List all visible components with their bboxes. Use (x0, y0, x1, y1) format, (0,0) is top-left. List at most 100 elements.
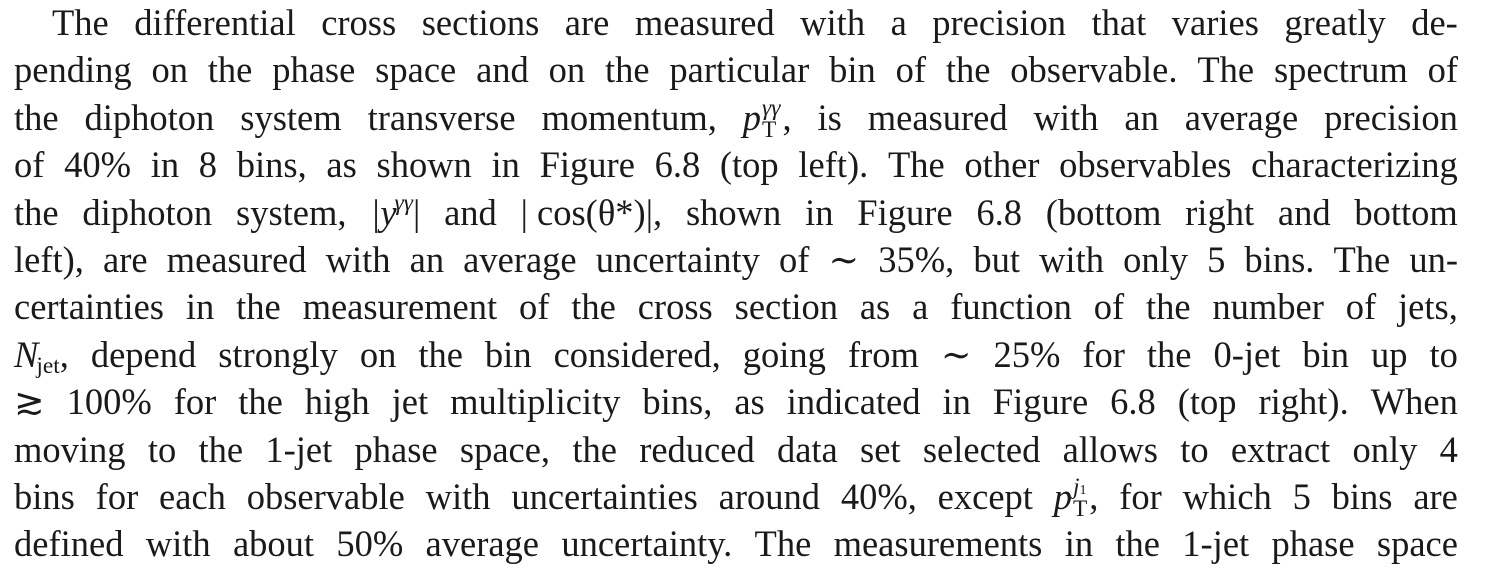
word: for (173, 381, 217, 423)
word: 5 (1292, 475, 1311, 517)
word: considered, (553, 333, 721, 375)
word: bins. (1244, 238, 1315, 280)
math-after: , (782, 96, 792, 138)
word: a (890, 2, 907, 43)
math-after: , (1089, 475, 1099, 517)
word: the (1115, 523, 1160, 565)
word: 6.8 (654, 144, 701, 186)
word: of (1345, 286, 1377, 328)
word: precision (1324, 96, 1458, 138)
word: uncertainties (511, 475, 698, 517)
word: with (1039, 238, 1104, 280)
word: the (945, 49, 991, 91)
word: the (238, 381, 283, 423)
word: space (375, 49, 457, 91)
math-sub: T (762, 117, 777, 144)
word: depend (90, 333, 197, 375)
word: moving (14, 428, 126, 470)
text-line: ≳ 100% for the high jet multiplicity bins, as ind… (14, 378, 1458, 425)
math-base: |y (370, 191, 397, 233)
text-line: the diphoton system, |yγγ| and | cos(θ*)… (14, 189, 1458, 236)
word: momentum, (541, 96, 717, 138)
word: space, (459, 428, 551, 470)
text-line: left), are measured with an average uncertaint… (14, 236, 1458, 283)
word: cross (321, 2, 397, 43)
word: of (1093, 286, 1125, 328)
word: 1-jet (1182, 523, 1250, 565)
word: in (491, 144, 520, 186)
word: with (1033, 96, 1099, 138)
word: that (1091, 2, 1147, 43)
word: measured (634, 2, 775, 43)
word: are (1413, 475, 1458, 517)
word: strongly (218, 333, 338, 375)
word: the (198, 428, 244, 470)
math-base: p (1053, 475, 1072, 517)
word: phase (272, 49, 356, 91)
word: as (859, 286, 891, 328)
word: diphoton (84, 96, 215, 138)
word: phase (1271, 523, 1355, 565)
math-pt-leading-jet: p j1 T, (1054, 473, 1099, 523)
word: the (418, 333, 463, 375)
word: only (1123, 238, 1188, 280)
word: except (937, 475, 1033, 517)
word: function (950, 286, 1072, 328)
word: set (860, 428, 901, 470)
math-supsub: γγ T (762, 94, 781, 144)
word: greatly (1284, 2, 1386, 43)
text-line: pending on the phase space and on the particular… (14, 46, 1458, 93)
word: the (571, 286, 616, 328)
text-line: the diphoton system transverse momentum,… (14, 94, 1458, 144)
word: bin (484, 333, 532, 375)
word: but (973, 238, 1020, 280)
math-sub: T (1072, 496, 1088, 523)
word: indicated (786, 381, 921, 423)
word: with (800, 2, 866, 43)
word: shown (685, 191, 782, 233)
text-line: The differential cross sections are measured w… (14, 0, 1458, 46)
math-supsub: j1 T (1072, 474, 1088, 523)
word: average (463, 238, 577, 280)
word: right (1185, 191, 1255, 233)
word: reduced (639, 428, 755, 470)
word: varies (1171, 2, 1259, 43)
word: the (207, 49, 253, 91)
text-line: defined with about 50% average uncertainty. Th… (14, 520, 1458, 567)
word: for (1119, 475, 1162, 517)
math-after: , (59, 333, 69, 375)
word: 40%, (840, 475, 917, 517)
word: and (444, 191, 497, 233)
word: with (325, 238, 391, 280)
word: the (14, 96, 59, 138)
word: the (14, 191, 59, 233)
word: precision (932, 2, 1067, 43)
word: measurements (833, 523, 1043, 565)
math-pt-diphoton: p γγ T, (743, 94, 792, 144)
word: as (734, 381, 765, 423)
word: 35%, (878, 238, 955, 280)
word: space (1376, 523, 1458, 565)
word: about (232, 523, 315, 565)
word: The (1333, 238, 1391, 280)
word: The (52, 2, 109, 43)
word: of (779, 238, 810, 280)
word: an (1124, 96, 1159, 138)
word: for (95, 475, 139, 517)
word: 6.8 (976, 191, 1022, 233)
math-sup: j1 (1072, 474, 1087, 501)
word: defined (14, 523, 124, 565)
word: average (1184, 96, 1299, 138)
word: 8 (198, 144, 218, 186)
text-line: Njet, depend strongly on the bin conside… (14, 331, 1458, 379)
word: un- (1409, 238, 1458, 280)
word: 1-jet (265, 428, 333, 470)
word: left). (798, 144, 869, 186)
word: bins, (642, 381, 713, 423)
word: phase (354, 428, 438, 470)
word: 100% (66, 381, 152, 423)
word: an (409, 238, 445, 280)
math-sup: γγ (762, 94, 781, 121)
word: Figure (539, 144, 635, 186)
